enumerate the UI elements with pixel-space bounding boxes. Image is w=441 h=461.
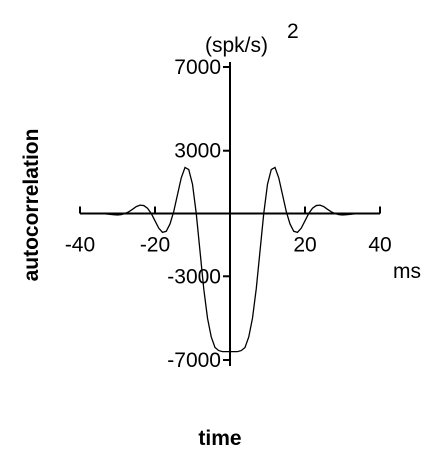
x-tick-label: 20 [293,234,316,257]
x-tick-label: 40 [368,234,391,257]
y-tick-label: 3000 [174,140,221,163]
y-unit-exponent: 2 [287,20,299,43]
x-tick-label: -40 [65,234,95,257]
x-unit: ms [393,260,421,283]
y-tick-label: -7000 [167,349,221,372]
y-tick-label: -3000 [167,265,221,288]
y-axis-title: autocorrelation [20,129,43,282]
line [80,166,380,353]
x-axis-title: time [198,427,241,450]
x-tick-label: -20 [140,234,170,257]
y-tick-label: 7000 [174,56,221,79]
y-unit: (spk/s) [205,34,268,57]
